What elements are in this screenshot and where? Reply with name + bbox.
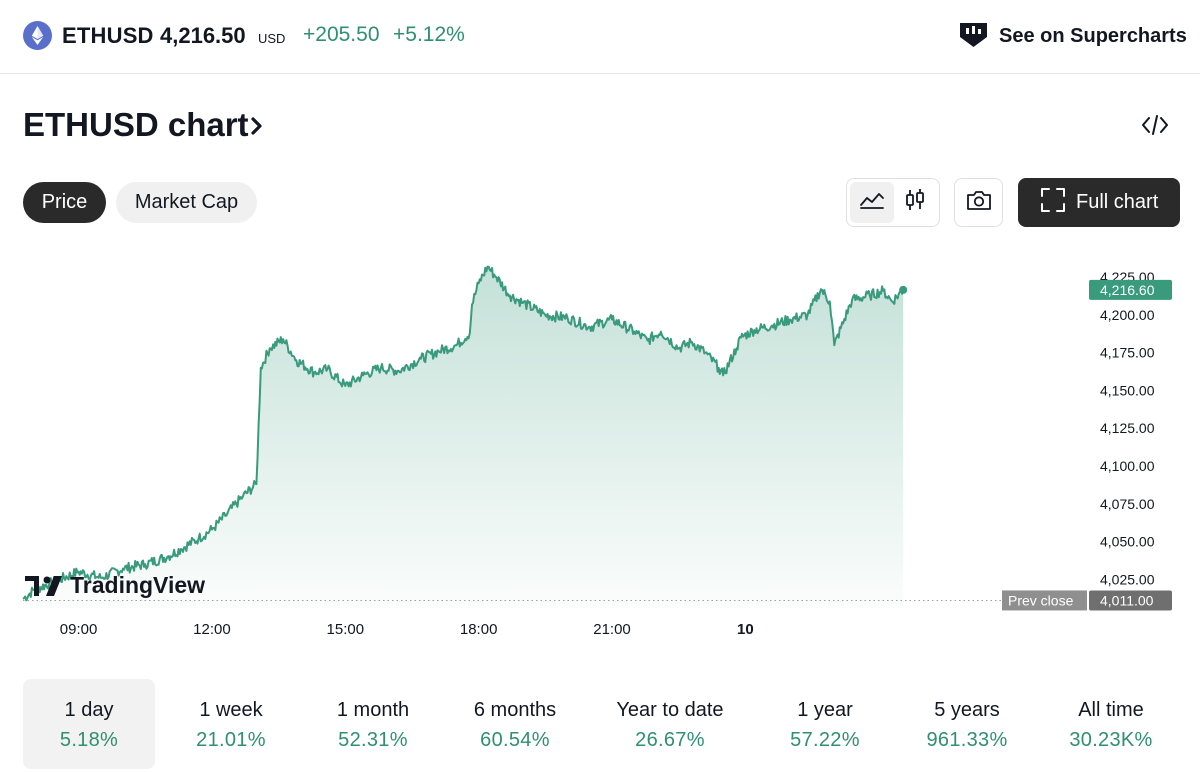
last-price-badge bbox=[1089, 279, 1172, 300]
tradingview-logo-icon bbox=[958, 20, 989, 53]
x-tick-label: 15:00 bbox=[327, 621, 365, 638]
currency-label: USD bbox=[258, 31, 286, 46]
period-year-to-date[interactable]: Year to date 26.67% bbox=[604, 679, 736, 769]
symbol-name: ETHUSD bbox=[62, 23, 154, 48]
period-6-months[interactable]: 6 months 60.54% bbox=[449, 679, 581, 769]
y-tick-label: 4,125.00 bbox=[1100, 420, 1155, 436]
last-price: 4,216.50 bbox=[160, 23, 246, 48]
code-icon[interactable] bbox=[1141, 114, 1169, 141]
tab-price[interactable]: Price bbox=[23, 182, 106, 223]
x-tick-label: 18:00 bbox=[460, 621, 498, 638]
period-label: 1 year bbox=[797, 699, 853, 721]
prev-close-badge bbox=[1089, 590, 1172, 611]
chart-type-toggle bbox=[846, 178, 940, 227]
period-value: 5.18% bbox=[59, 729, 119, 751]
period-label: All time bbox=[1078, 699, 1144, 721]
candlestick-icon bbox=[904, 187, 926, 218]
price-line bbox=[22, 265, 905, 602]
full-chart-button[interactable]: Full chart bbox=[1018, 178, 1180, 227]
tab-market-cap[interactable]: Market Cap bbox=[116, 182, 257, 223]
period-label: Year to date bbox=[616, 699, 724, 721]
price-change: +205.50 bbox=[303, 23, 380, 46]
tradingview-watermark-text: TradingView bbox=[70, 572, 205, 598]
performance-periods: 1 day 5.18% 1 week 21.01% 1 month 52.31%… bbox=[23, 679, 1180, 769]
period-value: 30.23K% bbox=[1069, 729, 1153, 751]
y-tick-label: 4,075.00 bbox=[1100, 496, 1155, 512]
period-value: 26.67% bbox=[635, 729, 705, 751]
period-value: 57.22% bbox=[790, 729, 860, 751]
candlestick-button[interactable] bbox=[893, 182, 937, 223]
symbol-header: ETHUSD 4,216.50 USD +205.50 +5.12% See o… bbox=[0, 0, 1200, 74]
y-tick-label: 4,150.00 bbox=[1100, 382, 1155, 398]
period-value: 961.33% bbox=[926, 729, 1008, 751]
period-value: 21.01% bbox=[196, 729, 266, 751]
price-area bbox=[23, 266, 904, 608]
see-on-supercharts-label: See on Supercharts bbox=[999, 24, 1187, 47]
period-value: 52.31% bbox=[338, 729, 408, 751]
period-label: 5 years bbox=[934, 699, 1000, 721]
x-tick-label: 21:00 bbox=[593, 621, 631, 638]
price-change-percent: +5.12% bbox=[393, 23, 465, 46]
y-tick-label: 4,025.00 bbox=[1100, 571, 1155, 587]
price-chart[interactable]: TradingView 4,225.004,200.004,175.004,15… bbox=[0, 240, 1200, 660]
period-1-year[interactable]: 1 year 57.22% bbox=[759, 679, 891, 769]
y-tick-label: 4,200.00 bbox=[1100, 307, 1155, 323]
area-chart-button[interactable] bbox=[850, 182, 894, 223]
y-tick-label: 4,175.00 bbox=[1100, 345, 1155, 361]
y-tick-label: 4,050.00 bbox=[1100, 534, 1155, 550]
period-1-week[interactable]: 1 week 21.01% bbox=[165, 679, 297, 769]
period-label: 6 months bbox=[473, 699, 557, 721]
chart-title[interactable]: ETHUSD chart bbox=[23, 106, 249, 143]
x-tick-label: 09:00 bbox=[60, 621, 98, 638]
prev-close-tag-label: Prev close bbox=[1008, 592, 1074, 608]
y-tick-label: 4,100.00 bbox=[1100, 458, 1155, 474]
full-chart-label: Full chart bbox=[1076, 191, 1159, 213]
period-label: 1 day bbox=[64, 699, 114, 721]
fullscreen-icon bbox=[1040, 187, 1066, 218]
period-1-day[interactable]: 1 day 5.18% bbox=[23, 679, 155, 769]
screenshot-button[interactable] bbox=[954, 178, 1003, 227]
last-price-dot bbox=[899, 285, 908, 294]
area-chart-icon bbox=[859, 190, 885, 215]
period-1-month[interactable]: 1 month 52.31% bbox=[307, 679, 439, 769]
ethereum-icon bbox=[23, 21, 52, 50]
prev-close-tag bbox=[1002, 590, 1087, 611]
period-label: 1 month bbox=[336, 699, 410, 721]
tradingview-watermark-icon bbox=[25, 576, 62, 596]
prev-close-badge-label: 4,011.00 bbox=[1100, 592, 1154, 608]
tradingview-watermark: TradingView bbox=[25, 572, 205, 598]
see-on-supercharts-link[interactable]: See on Supercharts bbox=[958, 21, 1187, 51]
x-tick-label: 10 bbox=[737, 621, 754, 638]
period-5-years[interactable]: 5 years 961.33% bbox=[901, 679, 1033, 769]
x-tick-label: 12:00 bbox=[193, 621, 231, 638]
last-price-badge-label: 4,216.60 bbox=[1100, 282, 1155, 298]
chevron-right-icon[interactable] bbox=[249, 113, 265, 144]
period-value: 60.54% bbox=[480, 729, 550, 751]
camera-icon bbox=[965, 189, 993, 216]
period-label: 1 week bbox=[199, 699, 263, 721]
period-all-time[interactable]: All time 30.23K% bbox=[1045, 679, 1177, 769]
